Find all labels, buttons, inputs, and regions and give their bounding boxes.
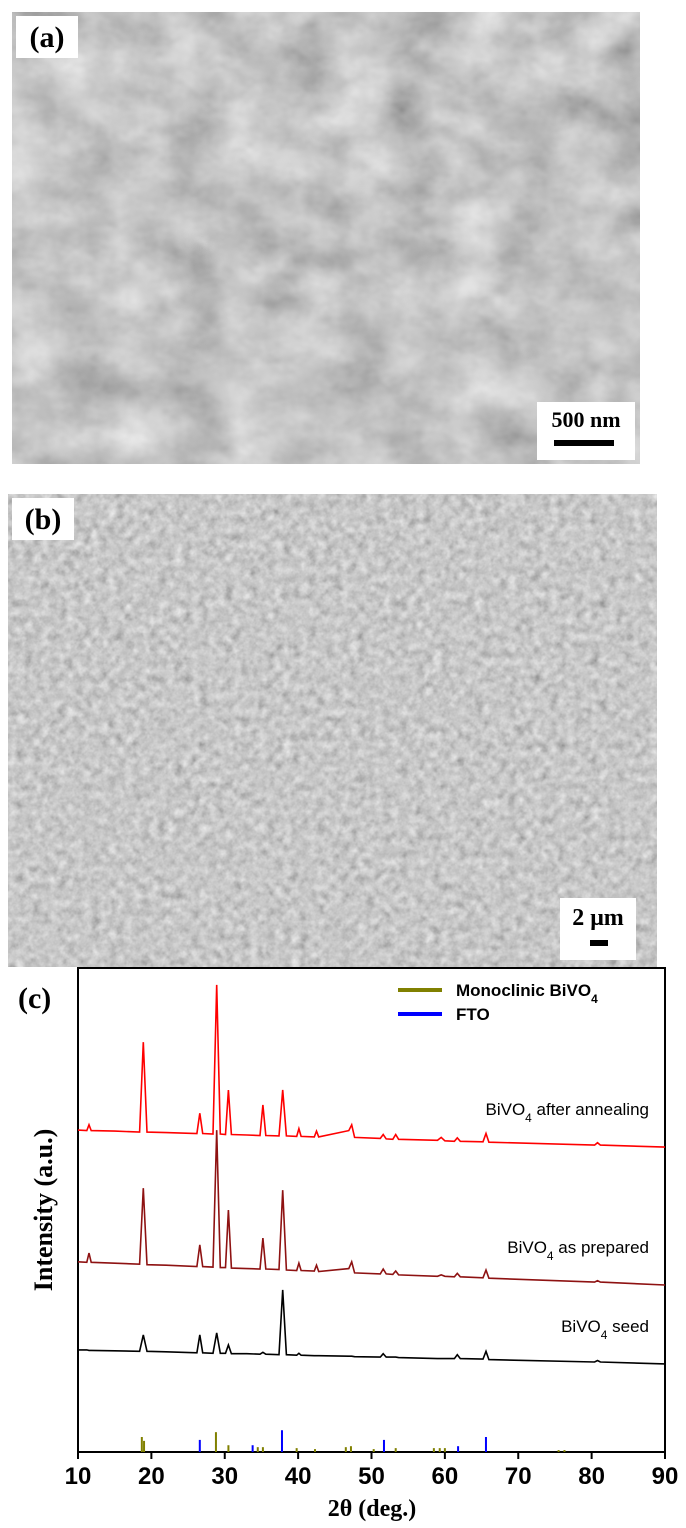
sem-image (12, 12, 640, 464)
sem-image (8, 494, 657, 967)
curve-label: BiVO4 after annealing (485, 1100, 649, 1125)
x-tick-label: 90 (652, 1463, 679, 1490)
pattern-line (77, 1130, 666, 1286)
curve-label: BiVO4 as prepared (507, 1238, 649, 1263)
x-tick-label: 50 (358, 1463, 385, 1490)
x-tick-label: 10 (65, 1463, 92, 1490)
pattern-line (77, 984, 666, 1148)
x-tick-label: 30 (211, 1463, 238, 1490)
plot-frame (77, 967, 666, 1453)
scale-bar-label: 500 nm (551, 407, 620, 432)
panel-label: (c) (18, 982, 51, 1015)
label-box (12, 498, 74, 540)
x-tick-label: 20 (138, 1463, 165, 1490)
pattern-line (78, 1289, 666, 1365)
x-axis-label: 2θ (deg.) (328, 1496, 417, 1522)
scale-bar (590, 940, 608, 946)
scale-box (537, 402, 635, 460)
scale-bar-label: 2 μm (572, 905, 624, 931)
y-axis-label: Intensity (a.u.) (29, 1129, 58, 1292)
x-tick-label: 60 (432, 1463, 459, 1490)
x-tick-label: 70 (505, 1463, 532, 1490)
label-box (16, 16, 78, 58)
curve-label: BiVO4 seed (561, 1317, 649, 1342)
panel-label: (a) (30, 21, 65, 54)
scale-box (560, 898, 636, 960)
legend-label: FTO (456, 1005, 490, 1024)
legend-label: Monoclinic BiVO4 (456, 981, 598, 1006)
x-tick-label: 40 (285, 1463, 312, 1490)
x-tick-label: 80 (578, 1463, 605, 1490)
scale-bar (554, 440, 614, 446)
panel-label: (b) (25, 503, 62, 536)
